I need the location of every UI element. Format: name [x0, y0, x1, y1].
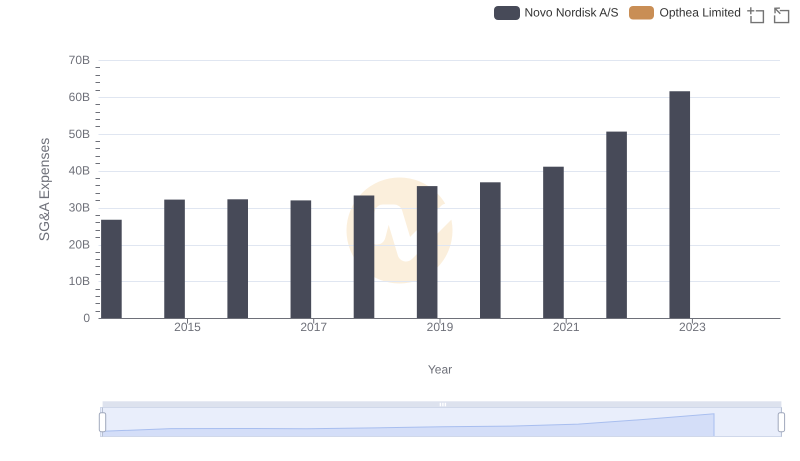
svg-text:10B: 10B — [69, 274, 90, 288]
svg-text:50B: 50B — [69, 127, 90, 141]
svg-text:40B: 40B — [69, 164, 90, 178]
svg-text:SG&A Expenses: SG&A Expenses — [36, 138, 52, 242]
svg-text:2021: 2021 — [553, 320, 580, 334]
svg-text:20B: 20B — [69, 238, 90, 252]
svg-text:2017: 2017 — [300, 320, 327, 334]
svg-text:Year: Year — [428, 363, 452, 377]
svg-text:Novo Nordisk A/S: Novo Nordisk A/S — [525, 6, 619, 20]
svg-text:30B: 30B — [69, 201, 90, 215]
svg-text:0: 0 — [83, 311, 90, 325]
svg-text:Opthea Limited: Opthea Limited — [660, 6, 741, 20]
svg-text:2015: 2015 — [174, 320, 201, 334]
svg-text:60B: 60B — [69, 90, 90, 104]
svg-text:2019: 2019 — [427, 320, 454, 334]
svg-text:70B: 70B — [69, 53, 90, 67]
svg-text:2023: 2023 — [679, 320, 706, 334]
